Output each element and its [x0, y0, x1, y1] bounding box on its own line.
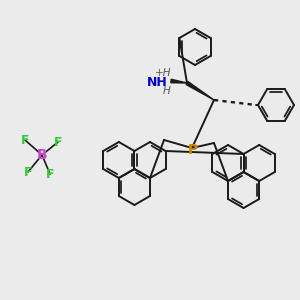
Text: B: B [37, 148, 47, 162]
Text: P: P [188, 143, 198, 157]
Text: F: F [46, 167, 54, 181]
Polygon shape [186, 82, 214, 100]
Polygon shape [171, 79, 187, 83]
Text: H: H [163, 86, 171, 96]
Text: F: F [54, 136, 62, 148]
Text: +H: +H [155, 68, 172, 78]
Text: F: F [24, 166, 32, 178]
Text: F: F [21, 134, 29, 146]
Text: NH: NH [147, 76, 168, 88]
